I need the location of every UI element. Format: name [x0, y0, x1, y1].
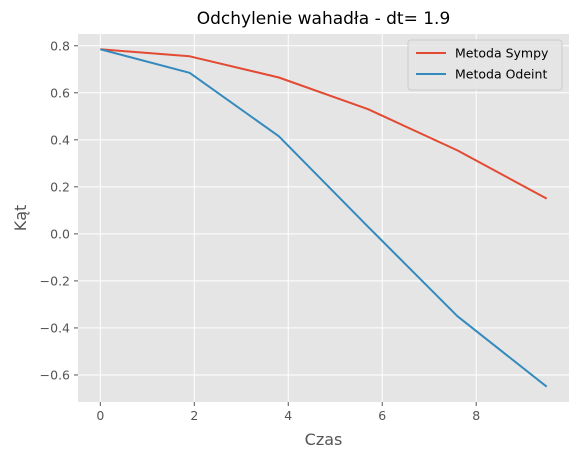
x-tick-label: 0 [96, 408, 104, 423]
y-tick-label: −0.2 [40, 273, 70, 288]
y-tick-label: 0.8 [50, 38, 70, 53]
x-tick-label: 2 [190, 408, 198, 423]
series-line-odeint [100, 48, 548, 388]
y-tick-label: −0.4 [40, 320, 70, 335]
x-tick-label: 6 [378, 408, 386, 423]
series-line-sympy [100, 48, 548, 200]
legend-label-sympy: Metoda Sympy [455, 46, 549, 61]
y-tick-label: 0.0 [50, 226, 70, 241]
x-tick-label: 4 [284, 408, 292, 423]
y-tick-label: 0.2 [50, 179, 70, 194]
y-tick-label: 0.6 [50, 85, 70, 100]
y-tick-label: −0.6 [40, 367, 70, 382]
x-axis-ticks: 0 2 4 6 8 [96, 402, 480, 423]
x-axis-label: Czas [305, 430, 343, 449]
legend-label-odeint: Metoda Odeint [455, 67, 547, 82]
y-tick-label: 0.4 [50, 132, 70, 147]
chart-title: Odchylenie wahadła - dt= 1.9 [197, 9, 451, 29]
x-tick-label: 8 [472, 408, 480, 423]
legend-box [407, 39, 563, 91]
y-axis-label: Kąt [11, 205, 30, 232]
y-axis-ticks: −0.6 −0.4 −0.2 0.0 0.2 0.4 0.6 0.8 [40, 38, 78, 382]
legend: Metoda Sympy Metoda Odeint [407, 39, 563, 91]
grid-lines [78, 34, 569, 402]
series-lines [100, 48, 548, 388]
